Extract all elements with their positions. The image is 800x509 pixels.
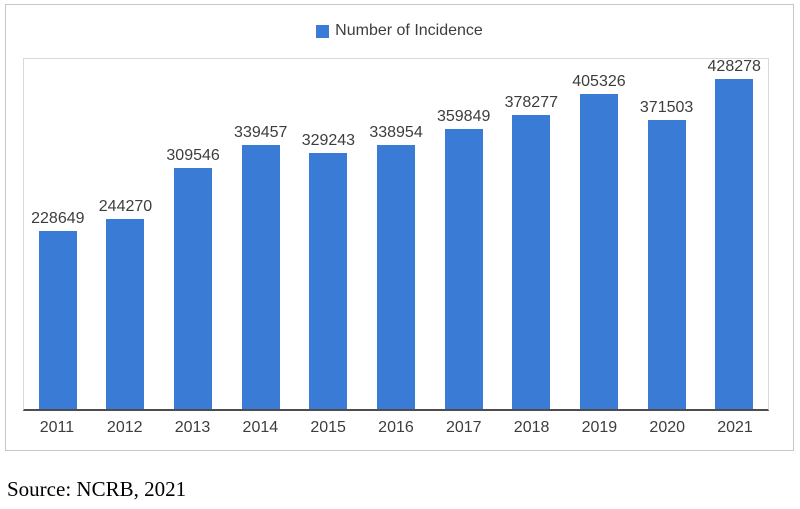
x-tick-label: 2012 <box>106 419 143 436</box>
bar-slot-2019: 405326 <box>565 59 633 409</box>
bar-slot-2014: 339457 <box>227 59 295 409</box>
incidence-bar-chart: Number of Incidence 228649 244270 309546 33… <box>5 4 794 451</box>
bar-slot-2012: 244270 <box>92 59 160 409</box>
x-tick-label: 2021 <box>717 419 753 436</box>
bar-slot-2018: 378277 <box>497 59 565 409</box>
bar-value-label: 359849 <box>436 108 491 126</box>
bar-value-label: 329243 <box>301 131 356 149</box>
bar-slot-2020: 371503 <box>633 59 701 409</box>
bar <box>174 168 213 409</box>
x-tick-label: 2017 <box>445 419 482 436</box>
bar-value-label: 428278 <box>707 58 761 75</box>
chart-legend: Number of Incidence <box>6 23 793 39</box>
bar-slot-2021: 428278 <box>700 59 768 409</box>
x-tick-label: 2013 <box>174 419 211 436</box>
x-tick-label: 2019 <box>581 419 618 436</box>
bar <box>715 79 754 409</box>
bar-slot-2017: 359849 <box>430 59 498 409</box>
bar-value-label: 228649 <box>31 210 85 228</box>
x-tick-label: 2020 <box>649 419 686 436</box>
bar-value-label: 338954 <box>369 124 423 142</box>
bars: 228649 244270 309546 339457 329243 338954 3598… <box>24 59 768 409</box>
x-tick-label: 2011 <box>39 419 75 436</box>
x-tick-label: 2016 <box>378 419 414 436</box>
bar-slot-2015: 329243 <box>295 59 363 409</box>
bar-value-label: 371503 <box>639 99 694 117</box>
bar-slot-2011: 228649 <box>24 59 92 409</box>
bar <box>309 152 348 409</box>
bar-slot-2016: 338954 <box>362 59 430 409</box>
legend-label: Number of Incidence <box>335 22 483 39</box>
bar <box>106 219 145 409</box>
bar <box>579 93 618 409</box>
bar-value-label: 244270 <box>98 198 153 216</box>
bar-value-label: 405326 <box>572 72 626 90</box>
bar-slot-2013: 309546 <box>159 59 227 409</box>
bar <box>512 114 551 409</box>
bar <box>377 145 416 409</box>
x-tick-label: 2015 <box>310 419 346 436</box>
x-tick-label: 2018 <box>513 419 550 436</box>
bar <box>444 129 483 409</box>
bar-value-label: 339457 <box>234 124 288 141</box>
bar-value-label: 309546 <box>166 147 220 165</box>
bar <box>38 231 77 409</box>
x-axis-labels: 2011 2012 2013 2014 2015 2016 2017 2018 2019 2020… <box>23 419 769 437</box>
source-note: Source: NCRB, 2021 <box>7 477 187 501</box>
bar <box>241 145 280 409</box>
bar-value-label: 378277 <box>504 93 558 111</box>
legend-swatch-icon <box>316 24 330 38</box>
x-tick-label: 2014 <box>242 419 279 436</box>
bar <box>647 120 686 409</box>
plot-area: 228649 244270 309546 339457 329243 338954 3598… <box>23 58 769 411</box>
